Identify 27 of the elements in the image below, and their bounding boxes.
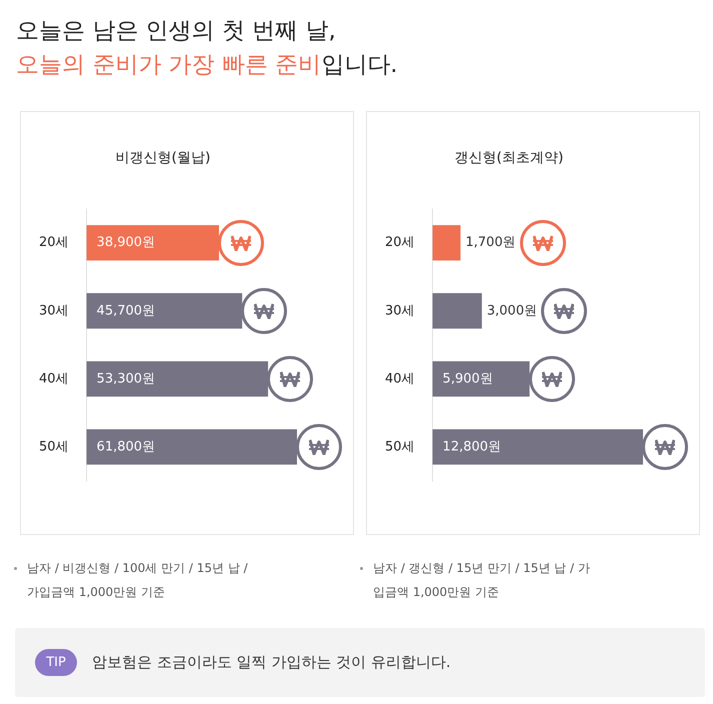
y-tick-label: 30세 [38,303,69,318]
y-tick-label: 40세 [38,371,69,386]
text: 남자 / 갱신형 / 15년 만기 / 15년 납 / 가입금액 1,000만원 기준 [360,556,601,604]
text: 오늘의 준비가 가장 빠른 준비 [16,52,322,78]
y-tick-label: 50세 [38,439,69,454]
chart-title: 비갱신형(월납) [116,150,210,166]
data-label: 38,900원 [96,235,156,250]
text: 입니다. [321,52,398,78]
data-label: 45,700원 [96,303,156,318]
data-label: 3,000원 [486,303,538,318]
chart-title: 갱신형(최초계약) [454,150,564,166]
text: 남자 / 비갱신형 / 100세 만기 / 15년 납 / 가입금액 1,000만원 기준 [14,556,255,604]
text: 오늘은 남은 인생의 첫 번째 날, [16,17,337,46]
data-label: 53,300원 [96,371,156,386]
bar [432,225,460,261]
y-tick-label: 50세 [384,439,415,454]
text: TIP [35,649,77,676]
data-label: 12,800원 [442,439,502,454]
data-label: 61,800원 [96,439,156,454]
y-tick-label: 20세 [38,235,69,250]
y-tick-label: 40세 [384,371,415,386]
data-label: 1,700원 [465,235,516,250]
y-tick-label: 30세 [384,303,415,318]
bar [432,293,482,329]
text: 암보험은 조금이라도 일찍 가입하는 것이 유리합니다. [92,652,451,673]
y-tick-label: 20세 [384,235,415,250]
data-label: 5,900원 [442,371,493,386]
